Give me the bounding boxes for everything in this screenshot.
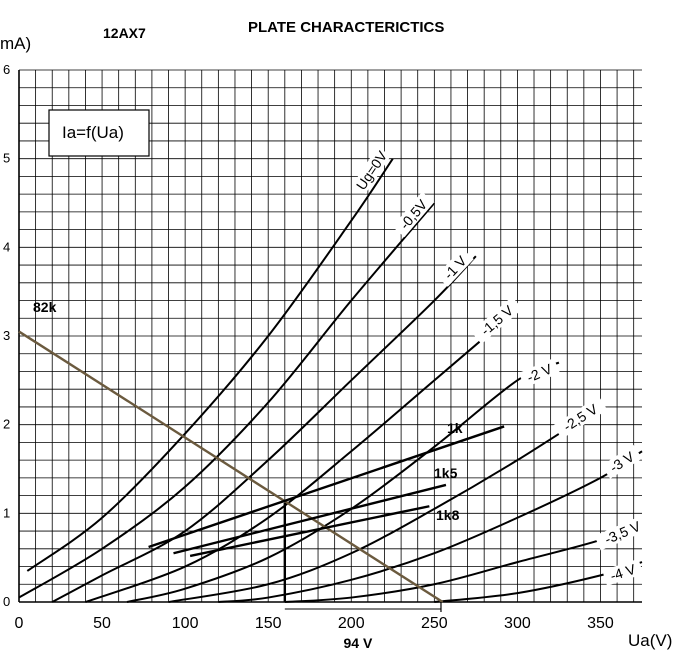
swing-voltage-label: 94 V <box>343 635 372 651</box>
series-label-backing <box>553 396 608 439</box>
formula-box-frame <box>48 109 150 157</box>
x-tick-label: 300 <box>504 615 531 632</box>
series-label-backing <box>392 191 435 238</box>
load-line-label: 82k <box>33 299 57 315</box>
series-line-0 <box>26 158 394 572</box>
x-tick-label: 150 <box>255 615 282 632</box>
series-label: -2,5 V <box>553 396 608 439</box>
formula-box: Ia=f(Ua) <box>48 109 150 157</box>
chart-title: PLATE CHARACTERICTICS <box>248 19 444 36</box>
series-label-backing <box>436 248 474 287</box>
series-label-text: -3,5 V <box>602 518 643 548</box>
series-label-backing <box>601 444 643 479</box>
annotations: 94 V <box>283 502 442 651</box>
series-label-backing <box>602 558 644 586</box>
x-tick-label: 0 <box>15 615 24 632</box>
series-label: -4 V <box>602 558 644 586</box>
load-line-2 <box>173 483 447 555</box>
y-tick-label: 0 <box>3 594 10 609</box>
y-tick-label: 1 <box>3 505 10 520</box>
series-line-2 <box>51 255 477 603</box>
series-line-6 <box>218 450 643 603</box>
formula-text: Ia=f(Ua) <box>62 123 124 142</box>
series-label: -2 V <box>518 358 560 388</box>
series-label-text: -4 V <box>608 561 638 584</box>
chart-subtitle: 12AX7 <box>103 25 146 41</box>
x-axis-label: Ua(V) <box>628 631 672 650</box>
y-tick-label: 5 <box>3 151 10 166</box>
series-label-backing <box>518 358 560 388</box>
load-line-label: 1k5 <box>434 465 458 481</box>
x-tick-label: 350 <box>587 615 614 632</box>
series-line-5 <box>168 406 602 603</box>
series-label: -3 V <box>601 444 643 479</box>
x-tick-label: 250 <box>421 615 448 632</box>
tick-labels: 0 50 100 150 200 250 300 350 0 1 2 3 4 5 6 <box>3 62 614 632</box>
x-tick-label: 100 <box>172 615 199 632</box>
x-tick-label: 50 <box>93 615 111 632</box>
y-tick-label: 3 <box>3 328 10 343</box>
load-line-1 <box>148 425 505 549</box>
load-line-3 <box>189 505 430 558</box>
series-label: -1 V <box>436 248 474 287</box>
series-label: -3,5 V <box>594 514 651 551</box>
load-line-label: 1k <box>447 420 463 436</box>
y-tick-label: 2 <box>3 417 10 432</box>
load-line-0 <box>18 330 444 604</box>
series-line-1 <box>18 202 436 599</box>
load-line-label: 1k8 <box>436 507 460 523</box>
series-label-backing <box>352 146 391 195</box>
y-tick-label: 6 <box>3 62 10 77</box>
y-axis-label: mA) <box>0 34 31 53</box>
series-label-backing <box>471 296 523 344</box>
series-label-backing <box>594 514 651 551</box>
x-tick-label: 200 <box>338 615 365 632</box>
series-label: -1,5 V <box>471 296 523 344</box>
series-label: -0,5V <box>392 191 435 238</box>
y-tick-label: 4 <box>3 239 10 254</box>
axes <box>18 70 642 603</box>
series-line-3 <box>85 308 519 603</box>
load-lines: 82k 1k 1k5 1k8 <box>18 299 505 604</box>
